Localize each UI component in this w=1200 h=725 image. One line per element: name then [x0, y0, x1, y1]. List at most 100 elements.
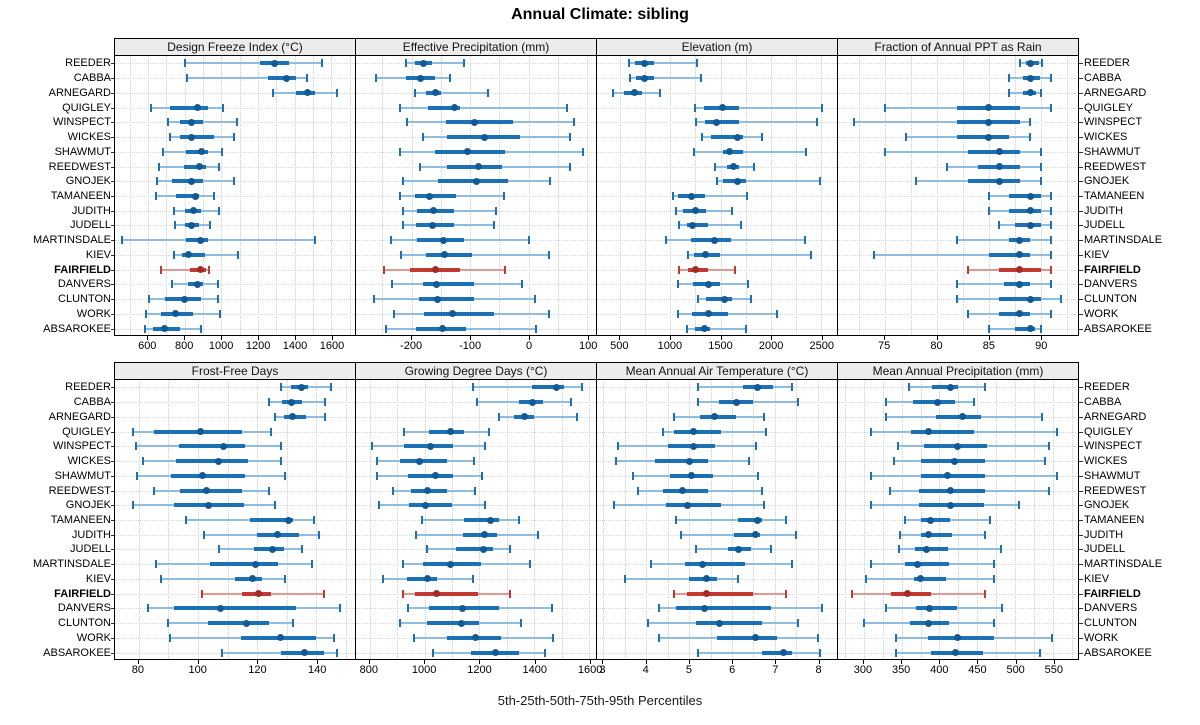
- median-dot: [255, 590, 263, 598]
- median-dot: [188, 118, 196, 126]
- whisker-cap: [415, 530, 418, 539]
- bar-25th-75th: [967, 149, 1020, 154]
- whisker-cap: [488, 427, 491, 436]
- median-dot: [730, 163, 738, 171]
- site-label: JUDELL: [1084, 219, 1125, 232]
- whisker-cap: [407, 604, 410, 613]
- whisker-5th-95th: [853, 121, 1031, 124]
- whisker-cap: [272, 88, 275, 97]
- bar-25th-75th: [890, 591, 932, 596]
- x-tick-mark: [479, 660, 481, 664]
- site-label: KIEV: [1084, 248, 1110, 261]
- x-tick-mark: [818, 660, 820, 664]
- bar-25th-75th: [406, 576, 437, 581]
- whisker-cap: [321, 59, 324, 68]
- median-dot: [1016, 280, 1024, 288]
- site-label: JUDELL: [70, 543, 111, 556]
- median-dot: [252, 560, 260, 568]
- whisker-5th-95th: [405, 62, 465, 65]
- panel-plot: [596, 380, 838, 660]
- panel-strip-title: Mean Annual Precipitation (mm): [837, 362, 1079, 380]
- whisker-cap: [883, 103, 886, 112]
- x-tick-label: 3: [599, 664, 606, 676]
- bar-25th-75th: [267, 76, 297, 81]
- whisker-cap: [865, 574, 867, 583]
- site-label: TAMANEEN: [50, 513, 111, 526]
- whisker-cap: [174, 221, 177, 230]
- panel-strip-title: Elevation (m): [596, 38, 838, 56]
- median-dot: [733, 133, 741, 141]
- x-tick-mark: [588, 336, 590, 340]
- whisker-cap: [497, 412, 500, 421]
- bar-25th-75th: [1009, 208, 1041, 213]
- median-dot: [752, 531, 760, 539]
- whisker-cap: [159, 574, 162, 583]
- median-dot: [429, 221, 437, 229]
- median-dot: [449, 310, 457, 318]
- vertical-gridline: [603, 380, 605, 659]
- vertical-gridline: [962, 56, 964, 335]
- median-dot: [298, 383, 306, 391]
- whisker-cap: [623, 574, 626, 583]
- row-gridline: [115, 416, 355, 418]
- median-dot: [249, 575, 257, 583]
- whisker-cap: [279, 457, 282, 466]
- median-dot: [187, 177, 195, 185]
- whisker-cap: [412, 633, 415, 642]
- y-tick-mark: [111, 431, 115, 433]
- bar-25th-75th: [1009, 194, 1041, 198]
- x-tick-label: 1000: [208, 340, 234, 352]
- site-label: GNOJEK: [1084, 499, 1130, 512]
- whisker-cap: [739, 221, 742, 230]
- y-tick-mark: [111, 210, 115, 212]
- site-label: FAIRFIELD: [54, 587, 111, 600]
- median-dot: [171, 310, 179, 318]
- whisker-cap: [673, 412, 676, 421]
- whisker-cap: [809, 250, 812, 259]
- whisker-cap: [183, 59, 186, 68]
- bar-25th-75th: [428, 429, 465, 434]
- bar-25th-75th: [180, 135, 214, 140]
- whisker-cap: [895, 648, 898, 657]
- whisker-cap: [1049, 192, 1052, 200]
- whisker-5th-95th: [673, 195, 748, 197]
- y-tick-mark: [1079, 78, 1083, 80]
- median-dot: [752, 634, 760, 642]
- y-tick-mark: [1079, 402, 1083, 404]
- median-dot: [641, 59, 649, 67]
- x-tick-label: 4: [642, 664, 649, 676]
- y-tick-mark: [111, 446, 115, 448]
- whisker-cap: [167, 118, 170, 127]
- whisker-cap: [1044, 457, 1047, 466]
- site-label: KIEV: [1084, 572, 1110, 585]
- y-tick-mark: [111, 122, 115, 124]
- median-dot: [688, 192, 696, 200]
- vertical-gridline: [620, 56, 622, 335]
- x-tick-mark: [936, 336, 938, 340]
- whisker-cap: [269, 427, 272, 436]
- row-gridline: [115, 299, 355, 301]
- whisker-cap: [714, 162, 717, 171]
- y-tick-mark: [111, 490, 115, 492]
- median-dot: [732, 398, 740, 406]
- row-gridline: [356, 578, 596, 580]
- whisker-cap: [565, 103, 568, 112]
- row-gridline: [356, 416, 596, 418]
- y-tick-mark: [111, 578, 115, 580]
- x-axis: 300 350 400 450 500 550: [837, 660, 1079, 682]
- x-tick-label: 500: [1006, 664, 1025, 676]
- whisker-cap: [527, 236, 530, 245]
- whisker-cap: [322, 589, 325, 598]
- whisker-cap: [818, 648, 821, 657]
- median-dot: [289, 413, 297, 421]
- x-tick-mark: [688, 660, 690, 664]
- y-tick-mark: [1079, 490, 1083, 492]
- y-tick-mark: [111, 92, 115, 94]
- whisker-cap: [763, 501, 766, 510]
- y-tick-mark: [1079, 652, 1083, 654]
- median-dot: [270, 59, 278, 67]
- y-tick-mark: [111, 63, 115, 65]
- whisker-5th-95th: [679, 224, 741, 227]
- x-tick-mark: [1015, 660, 1017, 664]
- whisker-cap: [529, 560, 532, 569]
